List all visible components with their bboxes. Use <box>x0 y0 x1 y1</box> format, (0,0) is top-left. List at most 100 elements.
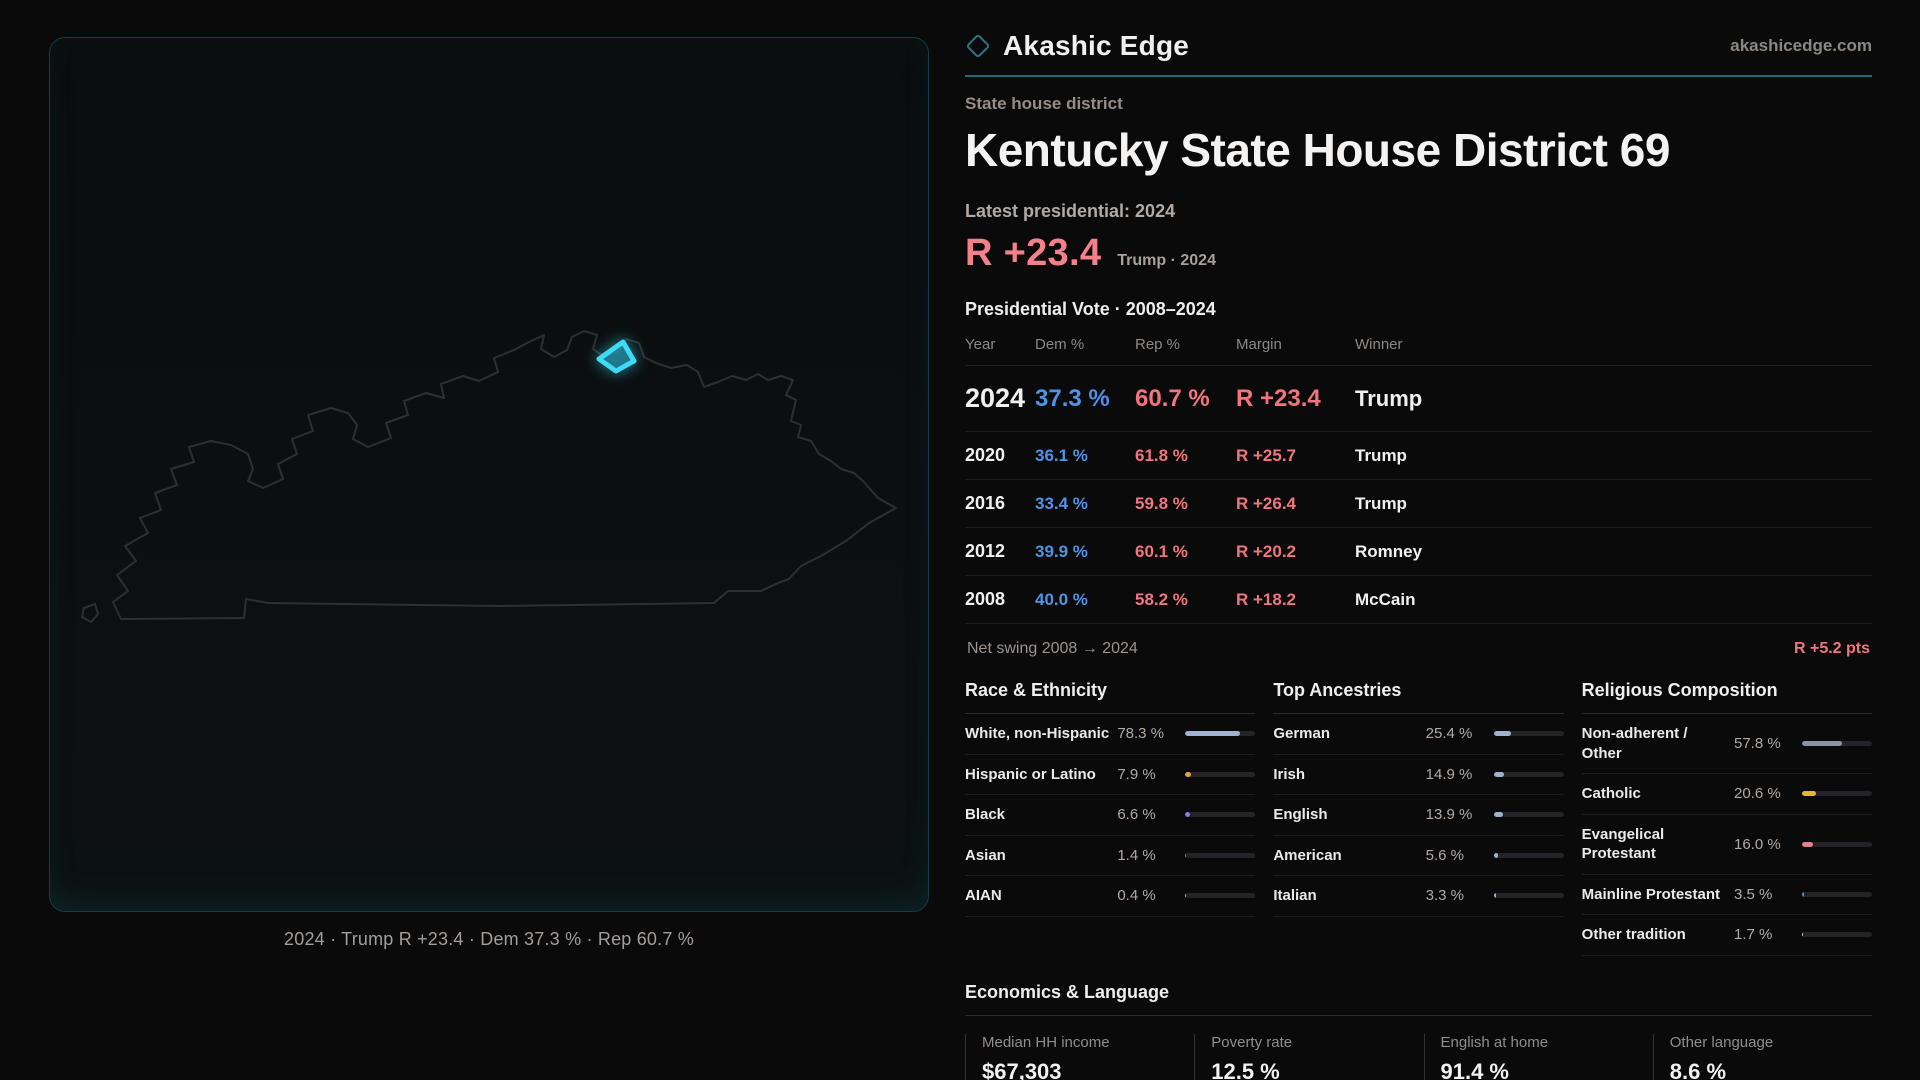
bar-track <box>1493 771 1564 777</box>
demographic-row: Non-adherent / Other 57.8 % <box>1581 714 1872 774</box>
demographic-row: Italian 3.3 % <box>1273 876 1564 917</box>
table-row[interactable]: 2024 37.3 % 60.7 % R +23.4 Trump <box>965 366 1872 432</box>
kentucky-map-svg <box>81 330 897 623</box>
demographics-section: Race & Ethnicity White, non-Hispanic 78.… <box>965 680 1872 956</box>
demographic-value: 57.8 % <box>1734 735 1781 752</box>
bar-track <box>1185 812 1256 818</box>
stat-value: $67,303 <box>982 1058 1062 1080</box>
demographic-row: Catholic 20.6 % <box>1581 774 1872 815</box>
diamond-logo-icon <box>967 35 989 57</box>
bar-track <box>1802 932 1872 938</box>
stat-block: Median HH income $67,303 <box>965 1033 1184 1080</box>
district-map[interactable] <box>49 37 929 912</box>
demographic-label: Italian <box>1273 887 1317 904</box>
demographic-label: Evangelical Protestant <box>1581 825 1665 863</box>
demographic-value: 25.4 % <box>1425 725 1473 743</box>
bar-track <box>1185 893 1256 899</box>
demographic-row: German 25.4 % <box>1273 714 1564 755</box>
bar-fill <box>1185 893 1187 899</box>
cell-year: 2016 <box>965 493 1006 513</box>
demographic-label: Irish <box>1273 765 1306 783</box>
district-69-highlight[interactable] <box>596 339 637 374</box>
table-row[interactable]: 2016 33.4 % 59.8 % R +26.4 Trump <box>965 480 1872 528</box>
table-row[interactable]: 2012 39.9 % 60.1 % R +20.2 Romney <box>965 528 1872 576</box>
economics-heading: Economics & Language <box>965 982 1872 1016</box>
cell-year: 2008 <box>965 589 1006 609</box>
map-section: 2024 · Trump R +23.4 · Dem 37.3 % · Rep … <box>49 37 929 950</box>
bar-fill <box>1802 841 1814 847</box>
bar-fill <box>1493 771 1505 777</box>
religion-heading: Religious Composition <box>1581 680 1872 714</box>
cell-dem-pct: 33.4 % <box>1035 493 1088 513</box>
bar-fill <box>1493 893 1496 899</box>
net-swing-value: R +5.2 pts <box>1793 640 1870 657</box>
cell-margin: R +18.2 <box>1236 589 1297 609</box>
table-row[interactable]: 2020 36.1 % 61.8 % R +25.7 Trump <box>965 432 1872 480</box>
col-header-year: Year <box>965 336 996 353</box>
demographic-row: Black 6.6 % <box>965 795 1256 836</box>
demographic-row: American 5.6 % <box>1273 836 1564 876</box>
stat-block: English at home 91.4 % <box>1423 1033 1643 1080</box>
stat-label: Median HH income <box>982 1033 1110 1051</box>
bar-fill <box>1185 771 1191 777</box>
bar-track <box>1493 852 1564 858</box>
demographic-value: 6.6 % <box>1117 806 1156 824</box>
map-caption: 2024 · Trump R +23.4 · Dem 37.3 % · Rep … <box>284 929 694 949</box>
cell-rep-pct: 60.1 % <box>1135 541 1188 561</box>
bar-fill <box>1802 891 1805 897</box>
race-ethnicity-heading: Race & Ethnicity <box>965 680 1256 714</box>
demographic-value: 7.9 % <box>1117 765 1156 783</box>
demographic-value: 5.6 % <box>1425 846 1465 864</box>
bar-track <box>1802 841 1872 847</box>
col-header-dem: Dem % <box>1035 336 1085 353</box>
demographic-label: Catholic <box>1581 785 1641 802</box>
col-header-rep: Rep % <box>1135 336 1181 353</box>
bar-track <box>1185 771 1256 777</box>
stat-value: 91.4 % <box>1440 1058 1510 1080</box>
demographic-row: Irish 14.9 % <box>1273 755 1564 795</box>
demographic-value: 16.0 % <box>1734 835 1781 853</box>
cell-winner: Trump <box>1355 493 1407 513</box>
demographic-row: White, non-Hispanic 78.3 % <box>965 714 1256 755</box>
net-swing-row: Net swing 2008 → 2024 R +5.2 pts <box>965 624 1872 662</box>
economics-section: Economics & Language Median HH income $6… <box>965 982 1872 1080</box>
district-type-label: State house district <box>965 94 1123 113</box>
bar-fill <box>1802 741 1843 746</box>
demographic-label: Mainline Protestant <box>1581 885 1721 903</box>
ancestries-list: German 25.4 % Irish 14.9 % English 13.9 … <box>1273 714 1564 917</box>
demographic-label: English <box>1273 806 1328 823</box>
demographic-label: German <box>1273 725 1331 742</box>
religion-list: Non-adherent / Other 57.8 % Catholic 20.… <box>1581 714 1872 956</box>
bar-fill <box>1185 731 1241 737</box>
demographic-value: 13.9 % <box>1425 806 1473 824</box>
cell-year: 2020 <box>965 445 1006 465</box>
brand-site-link[interactable]: akashicedge.com <box>1730 36 1872 55</box>
stat-label: Other language <box>1669 1033 1774 1051</box>
cell-dem-pct: 40.0 % <box>1035 589 1088 609</box>
demographic-value: 14.9 % <box>1425 765 1473 783</box>
cell-rep-pct: 58.2 % <box>1135 589 1188 609</box>
table-row[interactable]: 2008 40.0 % 58.2 % R +18.2 McCain <box>965 576 1872 624</box>
demographic-label: Other tradition <box>1581 926 1686 943</box>
demographic-row: Evangelical Protestant 16.0 % <box>1581 815 1872 875</box>
bar-fill <box>1493 812 1504 818</box>
col-header-margin: Margin <box>1236 336 1282 353</box>
demographic-label: American <box>1273 846 1342 864</box>
net-swing-label: Net swing 2008 → 2024 <box>967 640 1138 657</box>
ancestries-heading: Top Ancestries <box>1273 680 1564 714</box>
cell-rep-pct: 59.8 % <box>1135 493 1188 513</box>
cell-year: 2024 <box>965 383 1026 413</box>
bar-fill <box>1802 791 1817 797</box>
demographic-label: Hispanic or Latino <box>965 765 1096 783</box>
bar-track <box>1185 852 1256 858</box>
demographic-label: White, non-Hispanic <box>965 725 1110 742</box>
demographic-value: 3.5 % <box>1734 885 1773 903</box>
kentucky-bend-exclave-outline <box>81 603 99 623</box>
demographic-value: 1.7 % <box>1734 926 1773 944</box>
demographic-row: English 13.9 % <box>1273 795 1564 836</box>
race-ethnicity-column: Race & Ethnicity White, non-Hispanic 78.… <box>965 680 1256 956</box>
presidential-vote-title: Presidential Vote · 2008–2024 <box>965 299 1216 319</box>
demographic-row: Other tradition 1.7 % <box>1581 915 1872 956</box>
col-header-winner: Winner <box>1355 336 1403 353</box>
header-divider <box>965 75 1872 77</box>
